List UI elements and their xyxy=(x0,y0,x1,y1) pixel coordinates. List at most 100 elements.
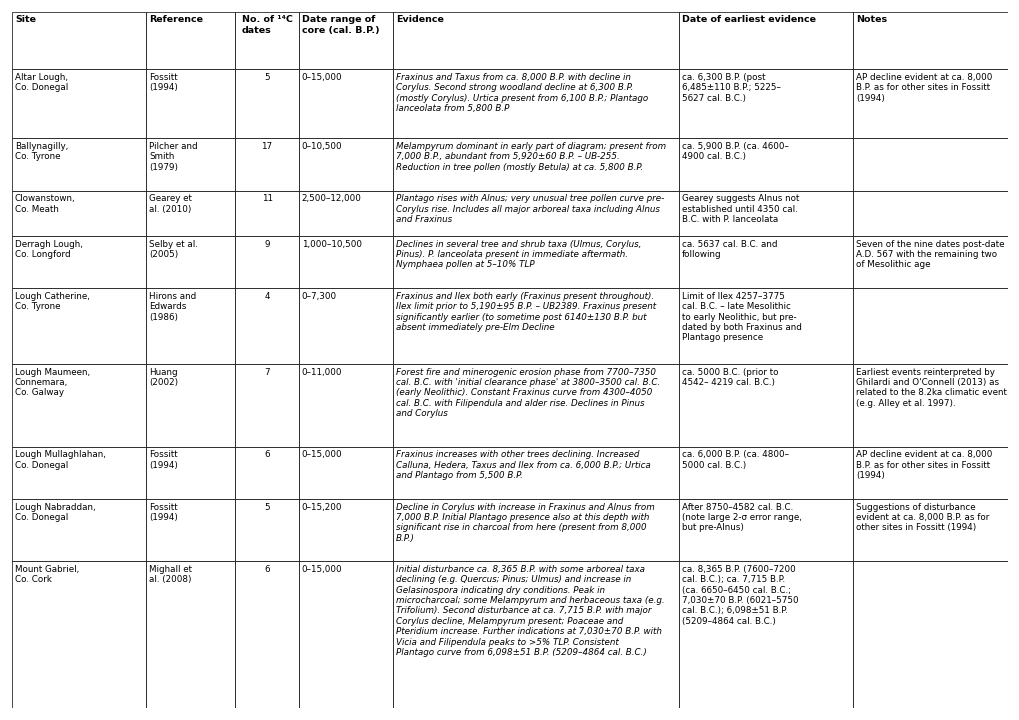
Text: 0–10,500: 0–10,500 xyxy=(302,142,342,151)
Text: Lough Catherine,
Co. Tyrone: Lough Catherine, Co. Tyrone xyxy=(15,292,90,311)
Text: 5: 5 xyxy=(264,503,270,511)
Bar xyxy=(392,12,678,69)
Text: Mount Gabriel,
Co. Cork: Mount Gabriel, Co. Cork xyxy=(15,565,79,584)
Text: 17: 17 xyxy=(261,142,272,151)
Bar xyxy=(146,447,235,499)
Bar xyxy=(235,364,299,447)
Bar xyxy=(12,562,146,708)
Text: ca. 8,365 B.P. (7600–7200
cal. B.C.); ca. 7,715 B.P.
(ca. 6650–6450 cal. B.C.;
7: ca. 8,365 B.P. (7600–7200 cal. B.C.); ca… xyxy=(681,565,798,626)
Bar xyxy=(235,138,299,191)
Text: Fraxinus and Taxus from ca. 8,000 B.P. with decline in
Corylus. Second strong wo: Fraxinus and Taxus from ca. 8,000 B.P. w… xyxy=(395,73,647,113)
Bar xyxy=(146,191,235,236)
Text: Date range of
core (cal. B.P.): Date range of core (cal. B.P.) xyxy=(302,15,379,35)
Bar xyxy=(392,562,678,708)
Bar xyxy=(392,289,678,364)
Bar xyxy=(853,447,1007,499)
Text: Gearey et
al. (2010): Gearey et al. (2010) xyxy=(149,194,192,214)
Text: Selby et al.
(2005): Selby et al. (2005) xyxy=(149,240,198,259)
Bar xyxy=(392,236,678,289)
Text: Initial disturbance ca. 8,365 B.P. with some arboreal taxa
declining (e.g. Querc: Initial disturbance ca. 8,365 B.P. with … xyxy=(395,565,663,657)
Text: Evidence: Evidence xyxy=(395,15,443,24)
Bar xyxy=(392,447,678,499)
Text: Derragh Lough,
Co. Longford: Derragh Lough, Co. Longford xyxy=(15,240,83,259)
Text: Fraxinus and Ilex both early (Fraxinus present throughout).
Ilex limit prior to : Fraxinus and Ilex both early (Fraxinus p… xyxy=(395,292,655,332)
Text: Earliest events reinterpreted by
Ghilardi and O'Connell (2013) as
related to the: Earliest events reinterpreted by Ghilard… xyxy=(856,368,1007,408)
Bar xyxy=(299,138,392,191)
Text: Pilcher and
Smith
(1979): Pilcher and Smith (1979) xyxy=(149,142,198,171)
Text: Lough Maumeen,
Connemara,
Co. Galway: Lough Maumeen, Connemara, Co. Galway xyxy=(15,368,90,397)
Text: No. of ¹⁴C
dates: No. of ¹⁴C dates xyxy=(242,15,292,35)
Bar xyxy=(299,364,392,447)
Bar xyxy=(299,447,392,499)
Bar xyxy=(299,191,392,236)
Bar xyxy=(12,289,146,364)
Bar xyxy=(12,191,146,236)
Text: 2,500–12,000: 2,500–12,000 xyxy=(302,194,362,203)
Bar xyxy=(12,236,146,289)
Text: 1,000–10,500: 1,000–10,500 xyxy=(302,240,362,248)
Bar xyxy=(853,236,1007,289)
Bar xyxy=(299,499,392,562)
Bar xyxy=(678,364,853,447)
Text: 0–15,000: 0–15,000 xyxy=(302,565,342,574)
Bar xyxy=(146,499,235,562)
Text: AP decline evident at ca. 8,000
B.P. as for other sites in Fossitt
(1994): AP decline evident at ca. 8,000 B.P. as … xyxy=(856,450,991,480)
Bar xyxy=(678,447,853,499)
Text: Suggestions of disturbance
evident at ca. 8,000 B.P. as for
other sites in Fossi: Suggestions of disturbance evident at ca… xyxy=(856,503,988,532)
Text: 0–11,000: 0–11,000 xyxy=(302,368,342,377)
Text: Lough Nabraddan,
Co. Donegal: Lough Nabraddan, Co. Donegal xyxy=(15,503,96,522)
Text: Hirons and
Edwards
(1986): Hirons and Edwards (1986) xyxy=(149,292,197,322)
Bar xyxy=(678,562,853,708)
Text: Ballynagilly,
Co. Tyrone: Ballynagilly, Co. Tyrone xyxy=(15,142,68,161)
Text: Fossitt
(1994): Fossitt (1994) xyxy=(149,73,178,92)
Bar xyxy=(299,289,392,364)
Bar xyxy=(146,138,235,191)
Bar xyxy=(235,69,299,138)
Text: Site: Site xyxy=(15,15,36,24)
Text: ca. 5637 cal. B.C. and
following: ca. 5637 cal. B.C. and following xyxy=(681,240,776,259)
Text: Seven of the nine dates post-date
A.D. 567 with the remaining two
of Mesolithic : Seven of the nine dates post-date A.D. 5… xyxy=(856,240,1004,269)
Bar xyxy=(392,69,678,138)
Bar xyxy=(235,447,299,499)
Text: Clowanstown,
Co. Meath: Clowanstown, Co. Meath xyxy=(15,194,75,214)
Text: 7: 7 xyxy=(264,368,270,377)
Bar xyxy=(853,289,1007,364)
Bar xyxy=(299,12,392,69)
Text: After 8750–4582 cal. B.C.
(note large 2-σ error range,
but pre-Alnus): After 8750–4582 cal. B.C. (note large 2-… xyxy=(681,503,801,532)
Bar xyxy=(392,191,678,236)
Bar xyxy=(12,138,146,191)
Text: 11: 11 xyxy=(261,194,272,203)
Bar xyxy=(235,191,299,236)
Text: Altar Lough,
Co. Donegal: Altar Lough, Co. Donegal xyxy=(15,73,68,92)
Text: 0–7,300: 0–7,300 xyxy=(302,292,336,301)
Bar xyxy=(299,236,392,289)
Bar xyxy=(235,236,299,289)
Text: Lough Mullaghlahan,
Co. Donegal: Lough Mullaghlahan, Co. Donegal xyxy=(15,450,106,469)
Text: ca. 6,300 B.P. (post
6,485±110 B.P.; 5225–
5627 cal. B.C.): ca. 6,300 B.P. (post 6,485±110 B.P.; 522… xyxy=(681,73,780,102)
Text: Mighall et
al. (2008): Mighall et al. (2008) xyxy=(149,565,193,584)
Bar xyxy=(853,364,1007,447)
Text: Gearey suggests Alnus not
established until 4350 cal.
B.C. with P. lanceolata: Gearey suggests Alnus not established un… xyxy=(681,194,798,224)
Text: Date of earliest evidence: Date of earliest evidence xyxy=(681,15,815,24)
Text: Notes: Notes xyxy=(856,15,887,24)
Text: 5: 5 xyxy=(264,73,270,82)
Bar xyxy=(12,12,146,69)
Bar xyxy=(146,12,235,69)
Bar xyxy=(853,499,1007,562)
Bar xyxy=(235,562,299,708)
Text: Fossitt
(1994): Fossitt (1994) xyxy=(149,503,178,522)
Bar xyxy=(392,499,678,562)
Text: Reference: Reference xyxy=(149,15,203,24)
Bar xyxy=(146,289,235,364)
Text: 0–15,000: 0–15,000 xyxy=(302,450,342,459)
Bar xyxy=(853,12,1007,69)
Bar xyxy=(853,562,1007,708)
Bar xyxy=(853,69,1007,138)
Bar xyxy=(146,364,235,447)
Bar xyxy=(12,364,146,447)
Bar xyxy=(392,364,678,447)
Text: Fossitt
(1994): Fossitt (1994) xyxy=(149,450,178,469)
Bar xyxy=(235,289,299,364)
Text: ca. 5,900 B.P. (ca. 4600–
4900 cal. B.C.): ca. 5,900 B.P. (ca. 4600– 4900 cal. B.C.… xyxy=(681,142,788,161)
Bar xyxy=(146,562,235,708)
